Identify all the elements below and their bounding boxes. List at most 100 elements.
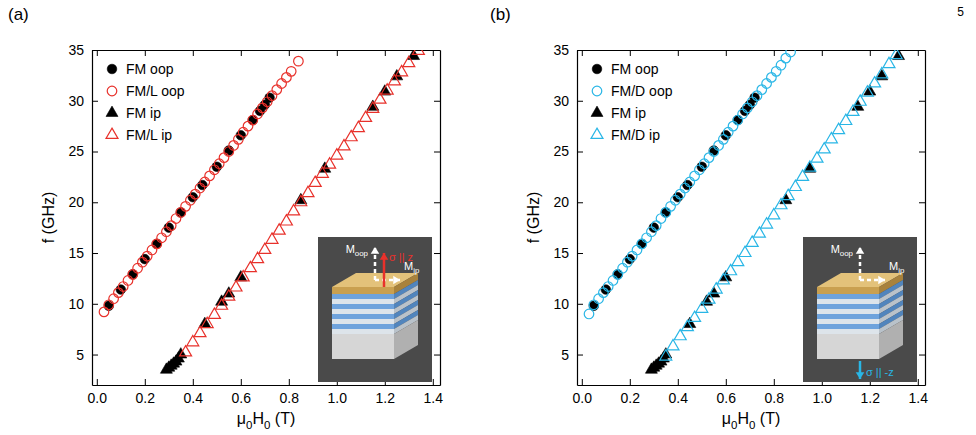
axis-line	[92, 51, 93, 386]
x-axis-top	[93, 50, 441, 56]
legend-marker	[106, 106, 118, 116]
tick: 30	[553, 93, 583, 109]
point	[157, 233, 167, 243]
point	[708, 287, 720, 297]
tick: 0.4	[669, 379, 689, 406]
tick-mark	[241, 379, 242, 385]
point	[876, 67, 888, 77]
inset-label: Mip	[889, 260, 905, 275]
multilayer	[817, 304, 879, 309]
point	[781, 53, 791, 63]
tick-mark	[577, 253, 583, 254]
point	[685, 177, 695, 187]
point	[238, 127, 248, 137]
tick: 5	[76, 347, 98, 363]
inset-background	[803, 237, 917, 382]
point	[594, 294, 604, 304]
multilayer	[332, 304, 394, 309]
tick: 0.8	[280, 379, 300, 406]
tick	[145, 50, 146, 56]
point	[190, 189, 200, 199]
point	[733, 115, 743, 125]
legend-marker	[592, 86, 602, 96]
tick-label: 35	[553, 42, 569, 58]
tick-mark	[919, 253, 925, 254]
point	[352, 121, 364, 131]
data-points	[99, 50, 424, 373]
point	[723, 127, 733, 137]
axis-line	[577, 51, 578, 386]
point	[714, 141, 724, 151]
tick-mark	[678, 379, 679, 385]
point	[262, 97, 272, 107]
panel: (b)0.00.20.40.60.81.01.21.45101520253035…	[490, 5, 928, 431]
point	[210, 165, 220, 175]
legend-marker	[107, 64, 117, 74]
legend-label: FM/L oop	[126, 83, 185, 99]
point	[752, 91, 762, 101]
y-axis-title: f (GHz)	[525, 192, 542, 244]
point	[128, 270, 138, 280]
point	[661, 208, 671, 218]
tick-mark	[289, 50, 290, 56]
tick-mark	[337, 50, 338, 56]
point	[243, 121, 253, 131]
point	[147, 245, 157, 255]
tick-label: 30	[553, 93, 569, 109]
point	[632, 245, 642, 255]
tick	[678, 50, 679, 56]
point	[162, 227, 172, 237]
tick: 1.0	[813, 379, 833, 406]
tick-mark	[577, 152, 583, 153]
legend-item: FM ip	[106, 105, 161, 121]
legend-item: FM oop	[592, 61, 658, 77]
point	[661, 208, 671, 218]
point	[294, 56, 304, 66]
point	[680, 183, 690, 193]
tick	[774, 50, 775, 56]
tick	[726, 50, 727, 56]
tick-label: 0.8	[280, 390, 300, 406]
x-axis: 0.00.20.40.60.81.01.21.4	[573, 379, 929, 406]
tick-mark	[918, 379, 919, 385]
point	[128, 270, 138, 280]
point	[771, 67, 781, 77]
point	[656, 214, 666, 224]
tick	[434, 101, 440, 102]
tick-mark	[577, 355, 583, 356]
point	[118, 282, 128, 292]
point	[666, 202, 676, 212]
point	[195, 183, 205, 193]
tick	[822, 50, 823, 56]
tick	[434, 355, 440, 356]
tick-mark	[434, 253, 440, 254]
point	[671, 195, 681, 205]
tick: 25	[553, 143, 583, 159]
point	[200, 177, 210, 187]
arrow-head	[380, 253, 389, 260]
tick-label: 1.2	[861, 390, 881, 406]
tick: 0.6	[717, 379, 737, 406]
tick: 1.2	[376, 379, 396, 406]
multilayer	[332, 294, 394, 299]
point	[152, 239, 162, 249]
tick-mark	[774, 379, 775, 385]
point	[695, 165, 705, 175]
point	[847, 105, 859, 115]
point	[584, 309, 594, 319]
point	[623, 257, 633, 267]
tick-mark	[577, 101, 583, 102]
point	[142, 251, 152, 261]
page-number: 5	[957, 5, 964, 19]
tick-label: 0.0	[573, 390, 593, 406]
inset-label: σ || -z	[866, 366, 894, 378]
point	[259, 243, 271, 253]
tick-label: 5	[76, 347, 84, 363]
point	[205, 171, 215, 181]
point	[277, 79, 287, 89]
tick-mark	[92, 101, 98, 102]
point	[637, 239, 647, 249]
point	[762, 79, 772, 89]
tick: 5	[561, 347, 583, 363]
point	[133, 263, 143, 273]
